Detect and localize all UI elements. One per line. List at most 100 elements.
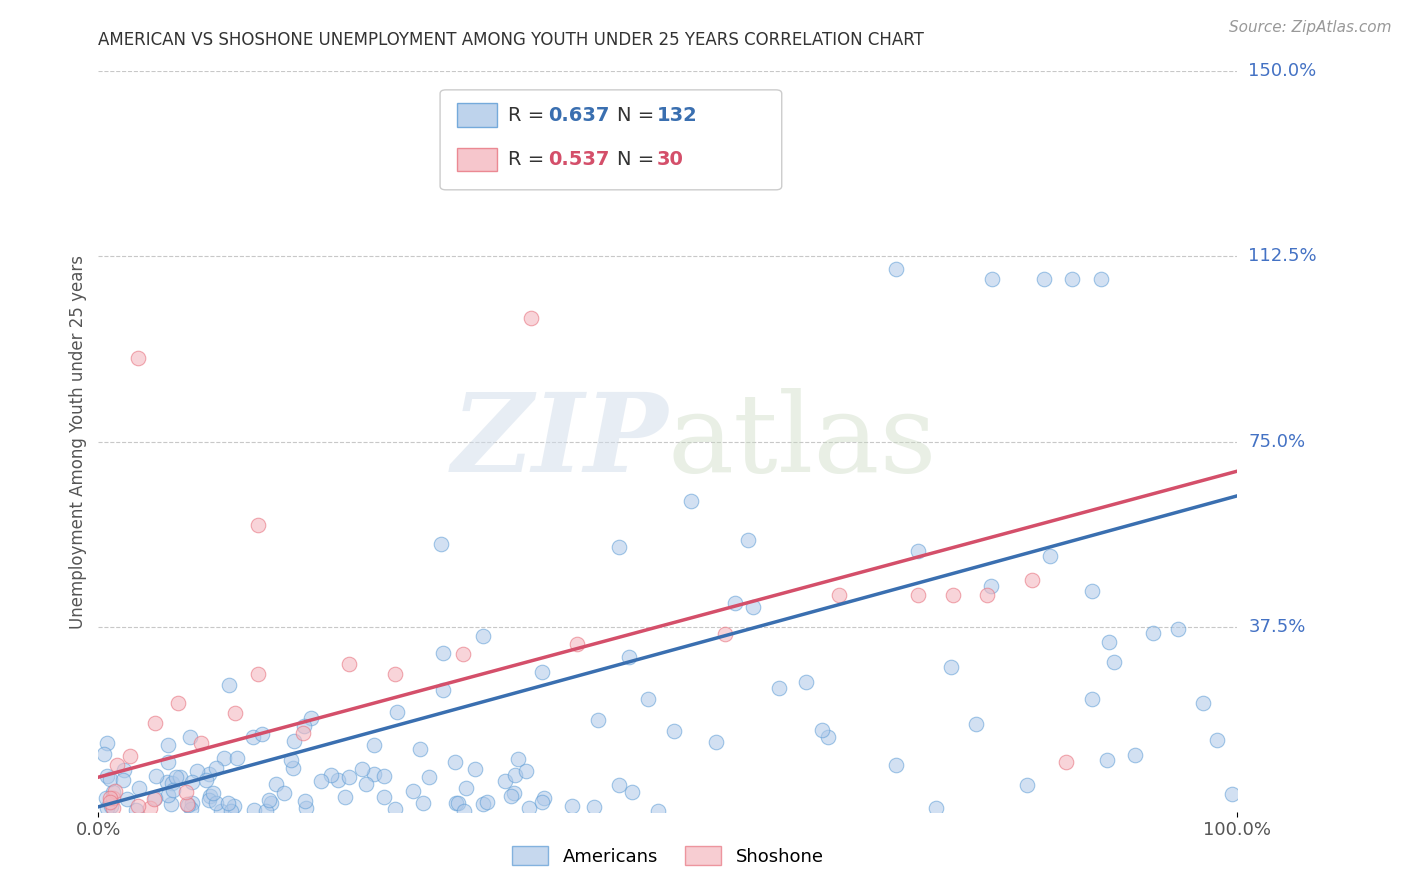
Point (363, 767, 385, 781)
Point (679, 493, 702, 508)
Point (794, 674, 817, 689)
Point (115, 792, 138, 806)
Point (704, 734, 727, 748)
Point (103, 785, 125, 799)
Point (1032, 271, 1054, 285)
Point (337, 657, 360, 671)
Point (451, 647, 474, 661)
Point (127, 351, 149, 365)
Point (157, 739, 180, 753)
Point (105, 758, 128, 772)
Point (430, 537, 453, 551)
Point (180, 802, 202, 816)
Point (1054, 756, 1078, 770)
Text: 112.5%: 112.5% (1249, 247, 1317, 266)
Point (768, 681, 790, 695)
Point (177, 798, 200, 813)
Point (292, 719, 315, 733)
Point (980, 579, 1002, 593)
Point (98, 772, 121, 787)
Point (333, 790, 356, 805)
Point (714, 627, 737, 641)
Point (186, 764, 208, 778)
Point (884, 757, 907, 772)
Point (907, 588, 929, 602)
Text: 150.0%: 150.0% (1249, 62, 1316, 80)
Point (637, 692, 659, 706)
Point (828, 588, 851, 602)
Point (101, 791, 124, 805)
Point (143, 791, 166, 805)
Point (811, 723, 834, 738)
Point (412, 796, 434, 810)
Point (647, 804, 669, 818)
Point (218, 678, 240, 692)
Point (354, 777, 377, 791)
Text: ZIP: ZIP (451, 388, 668, 495)
Point (503, 786, 526, 800)
Point (93, 747, 115, 762)
Point (224, 706, 246, 720)
Point (464, 762, 486, 776)
Point (503, 768, 526, 782)
Point (619, 650, 641, 665)
Point (409, 742, 432, 756)
Point (224, 799, 246, 814)
Text: 37.5%: 37.5% (1249, 617, 1306, 636)
Point (159, 797, 181, 811)
Point (219, 804, 242, 818)
Point (281, 761, 304, 775)
Point (96, 791, 118, 805)
Point (205, 761, 228, 775)
Point (96, 736, 118, 750)
Point (981, 271, 1004, 285)
Point (531, 665, 554, 680)
Point (165, 771, 187, 785)
Point (217, 797, 239, 811)
Point (884, 261, 907, 276)
Point (350, 763, 373, 777)
Point (1097, 635, 1119, 649)
Point (477, 795, 499, 809)
Text: N =: N = (617, 105, 659, 125)
FancyBboxPatch shape (457, 147, 498, 171)
Point (96, 801, 118, 815)
Point (201, 786, 224, 800)
Point (143, 790, 166, 805)
Point (273, 786, 295, 800)
Point (176, 784, 198, 798)
Point (965, 716, 987, 731)
Point (1192, 696, 1215, 710)
Point (259, 793, 281, 807)
Point (254, 804, 277, 818)
Point (145, 715, 167, 730)
Point (156, 774, 179, 789)
Point (198, 793, 221, 807)
Point (98, 795, 121, 809)
Point (214, 751, 236, 765)
Y-axis label: Unemployment Among Youth under 25 years: Unemployment Among Youth under 25 years (69, 254, 87, 629)
Point (180, 797, 202, 811)
Point (311, 773, 333, 788)
Point (664, 724, 686, 739)
Point (586, 713, 609, 727)
Point (246, 666, 269, 681)
Point (443, 756, 465, 770)
Point (167, 696, 190, 710)
Point (337, 770, 360, 784)
Point (520, 311, 543, 326)
Point (506, 752, 529, 766)
Text: AMERICAN VS SHOSHONE UNEMPLOYMENT AMONG YOUTH UNDER 25 YEARS CORRELATION CHART: AMERICAN VS SHOSHONE UNEMPLOYMENT AMONG … (98, 31, 924, 49)
Point (530, 795, 553, 809)
Point (942, 588, 965, 602)
Point (145, 769, 167, 783)
Point (1081, 692, 1104, 706)
Point (195, 773, 218, 788)
Point (112, 773, 135, 788)
Text: 75.0%: 75.0% (1249, 433, 1306, 450)
Text: Source: ZipAtlas.com: Source: ZipAtlas.com (1229, 20, 1392, 35)
Point (453, 804, 475, 818)
Point (156, 788, 179, 802)
Point (112, 764, 135, 778)
Point (104, 784, 127, 798)
